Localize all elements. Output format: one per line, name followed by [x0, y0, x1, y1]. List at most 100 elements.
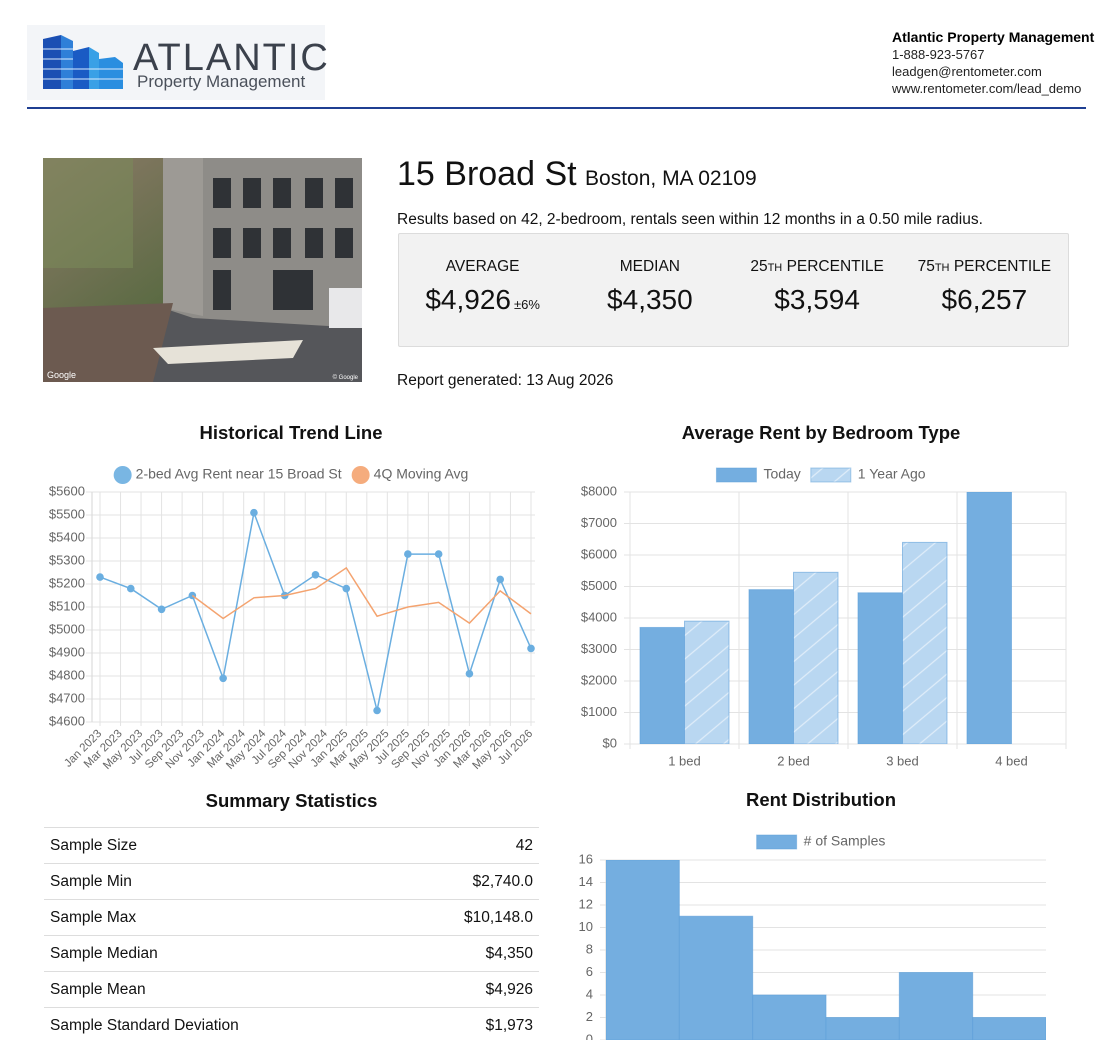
stats-box: AVERAGE $4,926±6% MEDIAN $4,350 25TH PER… [398, 233, 1069, 347]
table-title: Summary Statistics [44, 790, 539, 812]
y-tick-label: $4700 [49, 690, 85, 705]
stat-label: AVERAGE [446, 258, 520, 275]
y-tick-label: $5200 [49, 575, 85, 590]
y-tick-label: $4600 [49, 713, 85, 728]
logo-icon [27, 25, 127, 100]
bar [973, 1018, 1046, 1041]
stat-ordinal: TH [768, 262, 783, 274]
y-tick-label: 2 [586, 1009, 593, 1024]
y-tick-label: $4900 [49, 644, 85, 659]
report-date: Report generated: 13 Aug 2026 [397, 372, 613, 390]
y-tick-label: $5000 [49, 621, 85, 636]
point [466, 670, 474, 678]
bar [826, 1018, 899, 1041]
stat-value: $6,257 [942, 284, 1028, 315]
chart-title: Historical Trend Line [200, 422, 383, 443]
y-tick-label: $5000 [581, 578, 617, 593]
y-tick-label: $6000 [581, 546, 617, 561]
legend: # of Samples [757, 833, 886, 849]
legend-swatch [716, 468, 756, 482]
y-tick-label: $4800 [49, 667, 85, 682]
stat-ordinal: TH [935, 262, 950, 274]
x-tick-label: 3 bed [886, 753, 919, 768]
stat-value: $4,926 [425, 284, 511, 315]
table-value: $4,926 [397, 972, 539, 1008]
point [96, 573, 104, 581]
y-tick-label: 10 [579, 919, 593, 934]
point [312, 571, 320, 579]
table-label: Sample Size [44, 828, 397, 864]
legend-label: 2-bed Avg Rent near 15 Broad St [136, 466, 342, 482]
legend-label: 1 Year Ago [858, 466, 926, 482]
point [250, 509, 258, 517]
y-tick-label: $4000 [581, 609, 617, 624]
x-tick-label: 1 bed [668, 753, 701, 768]
stat: MEDIAN $4,350 [566, 234, 733, 346]
bar [858, 593, 903, 744]
legend-label: # of Samples [804, 833, 886, 849]
bar [899, 973, 972, 1041]
bar [685, 621, 730, 744]
stat-label: PERCENTILE [954, 258, 1051, 275]
stat-value: $3,594 [774, 284, 860, 315]
table-label: Sample Max [44, 900, 397, 936]
table-row: Sample Median$4,350 [44, 936, 539, 972]
chart-title: Rent Distribution [746, 789, 896, 810]
bar [749, 590, 794, 744]
y-tick-label: 14 [579, 874, 593, 889]
bar [640, 627, 685, 744]
city: Boston, MA 02109 [585, 167, 757, 190]
point [373, 707, 381, 715]
y-tick-label: $5300 [49, 552, 85, 567]
y-tick-label: $5500 [49, 506, 85, 521]
y-tick-label: $2000 [581, 672, 617, 687]
y-tick-label: $3000 [581, 641, 617, 656]
stat-margin: ±6% [514, 297, 540, 312]
legend-swatch [757, 835, 797, 849]
legend-swatch [352, 466, 370, 484]
table-label: Sample Min [44, 864, 397, 900]
y-tick-label: 12 [579, 896, 593, 911]
stat: 75TH PERCENTILE $6,257 [901, 234, 1068, 346]
series-line [192, 568, 531, 623]
y-tick-label: 16 [579, 851, 593, 866]
stat: AVERAGE $4,926±6% [399, 234, 566, 346]
table-label: Sample Mean [44, 972, 397, 1008]
stat-value: $4,350 [607, 284, 693, 315]
y-tick-label: 8 [586, 941, 593, 956]
point [158, 606, 166, 614]
y-tick-label: $7000 [581, 515, 617, 530]
street: 15 Broad St [397, 155, 577, 193]
stat-label: MEDIAN [620, 258, 680, 275]
table-value: $2,740.0 [397, 864, 539, 900]
table-label: Sample Median [44, 936, 397, 972]
y-tick-label: $0 [603, 735, 617, 750]
email: leadgen@rentometer.com [892, 64, 1042, 79]
table-value: $10,148.0 [397, 900, 539, 936]
photo-credit: Google [47, 370, 76, 380]
bar [967, 492, 1012, 744]
table-value: $4,350 [397, 936, 539, 972]
table-value: $1,973 [397, 1008, 539, 1043]
y-tick-label: $1000 [581, 704, 617, 719]
stat-prefix: 25 [750, 258, 767, 275]
x-tick-label: 2 bed [777, 753, 810, 768]
y-tick-label: 0 [586, 1031, 593, 1040]
point [496, 576, 504, 584]
bar [679, 916, 752, 1040]
photo-copyright: © Google [333, 374, 359, 381]
bar [794, 572, 839, 744]
series-line [100, 513, 531, 711]
legend-label: 4Q Moving Avg [374, 466, 469, 482]
table-row: Sample Mean$4,926 [44, 972, 539, 1008]
point [127, 585, 135, 593]
point [404, 550, 412, 558]
contact: Atlantic Property Management 1-888-923-5… [892, 29, 1094, 97]
point [435, 550, 443, 558]
logo: ATLANTIC Property Management [27, 25, 325, 100]
y-tick-label: 6 [586, 964, 593, 979]
